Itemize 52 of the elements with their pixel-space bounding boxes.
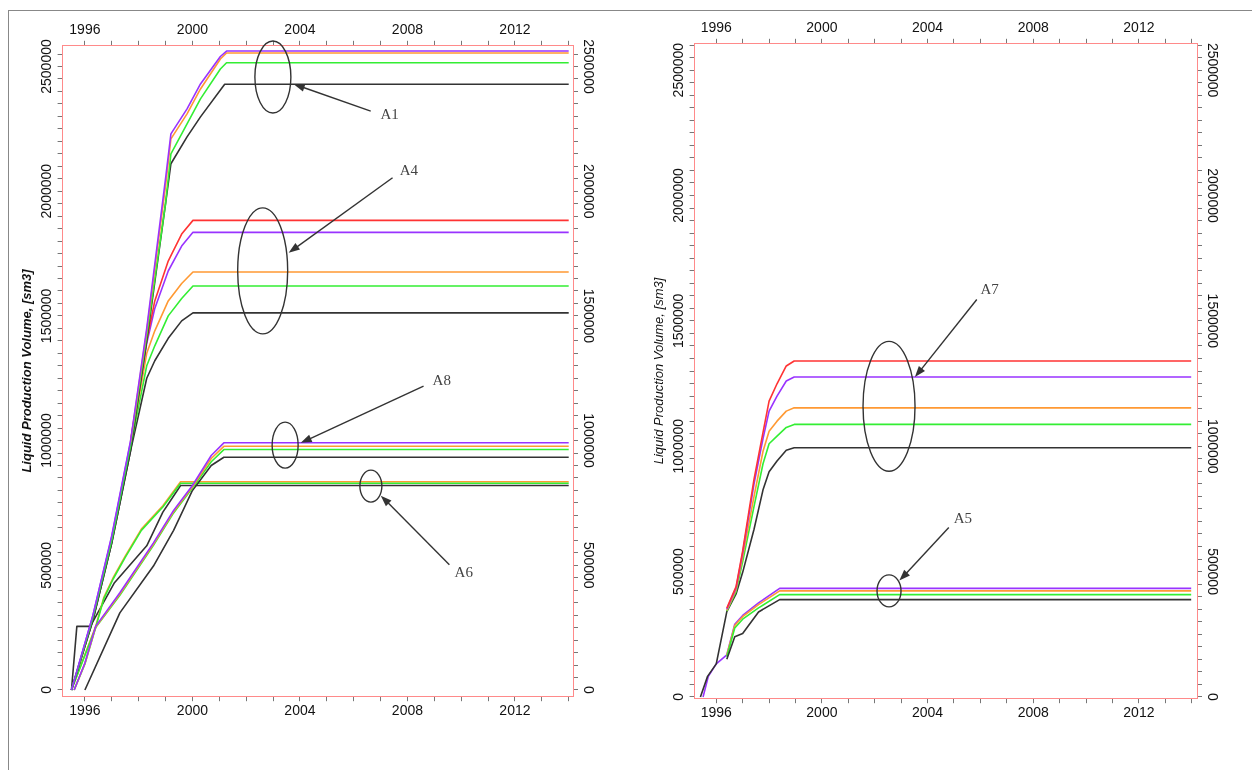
- x2-tick-label: 1996: [69, 21, 101, 38]
- x2-tick-label: 2000: [806, 19, 838, 36]
- x2-tick-label: 2000: [176, 21, 209, 38]
- x-tick-label: 2008: [391, 702, 424, 719]
- y-axis-title: Liquid Production Volume, [sm3]: [19, 268, 35, 473]
- x2-tick-label: 2008: [1017, 19, 1050, 36]
- x-tick-label: 2012: [499, 702, 531, 719]
- x2-tick-label: 1996: [700, 19, 733, 36]
- y-tick-label: 1500000: [38, 288, 55, 344]
- y2-tick-label: 1500000: [581, 288, 598, 344]
- x-tick-label: 1996: [700, 704, 733, 721]
- annotation: A7: [980, 281, 1000, 298]
- annotation: A6: [454, 564, 474, 581]
- y-tick-label: 1500000: [670, 293, 687, 349]
- annotation: A1: [380, 105, 399, 122]
- x-tick-label: 2000: [806, 704, 838, 721]
- y-tick-label: 2500000: [38, 39, 55, 94]
- y-tick-label: 2500000: [670, 42, 687, 98]
- x-tick-label: 2000: [176, 702, 209, 719]
- y-tick-label: 1000000: [670, 418, 687, 474]
- y2-tick-label: 500000: [1205, 548, 1222, 596]
- y2-tick-label: 1000000: [1205, 418, 1222, 474]
- y-tick-label: 500000: [670, 548, 687, 595]
- x-tick-label: 1996: [69, 702, 101, 719]
- x-tick-label: 2004: [284, 702, 316, 719]
- y2-tick-label: 1500000: [1205, 293, 1222, 349]
- x2-tick-label: 2004: [284, 21, 316, 38]
- annotation: A4: [399, 161, 419, 178]
- y2-tick-label: 500000: [581, 541, 598, 589]
- y2-tick-label: 2500000: [581, 39, 598, 94]
- y-tick-label: 2000000: [670, 168, 687, 223]
- y2-tick-label: 2500000: [1205, 42, 1222, 98]
- x2-tick-label: 2008: [391, 21, 424, 38]
- y-axis-title: Liquid Production Volume, [sm3]: [651, 277, 667, 465]
- x-tick-label: 2004: [912, 704, 944, 721]
- y2-tick-label: 1000000: [581, 413, 598, 469]
- x-tick-label: 2012: [1123, 704, 1155, 721]
- y-tick-label: 0: [670, 692, 687, 701]
- y2-tick-label: 2000000: [1205, 168, 1222, 223]
- annotation: A8: [432, 372, 451, 389]
- y-tick-label: 500000: [38, 541, 55, 589]
- y2-tick-label: 2000000: [581, 163, 598, 219]
- x-tick-label: 2008: [1017, 704, 1050, 721]
- y-tick-label: 1000000: [38, 413, 55, 468]
- x2-tick-label: 2012: [1123, 19, 1155, 36]
- x2-tick-label: 2004: [912, 19, 944, 36]
- x2-tick-label: 2012: [499, 21, 531, 38]
- y-tick-label: 2000000: [38, 163, 55, 219]
- y-tick-label: 0: [38, 685, 55, 694]
- annotation: A5: [953, 509, 973, 526]
- y2-tick-label: 0: [581, 686, 598, 695]
- y2-tick-label: 0: [1205, 693, 1222, 702]
